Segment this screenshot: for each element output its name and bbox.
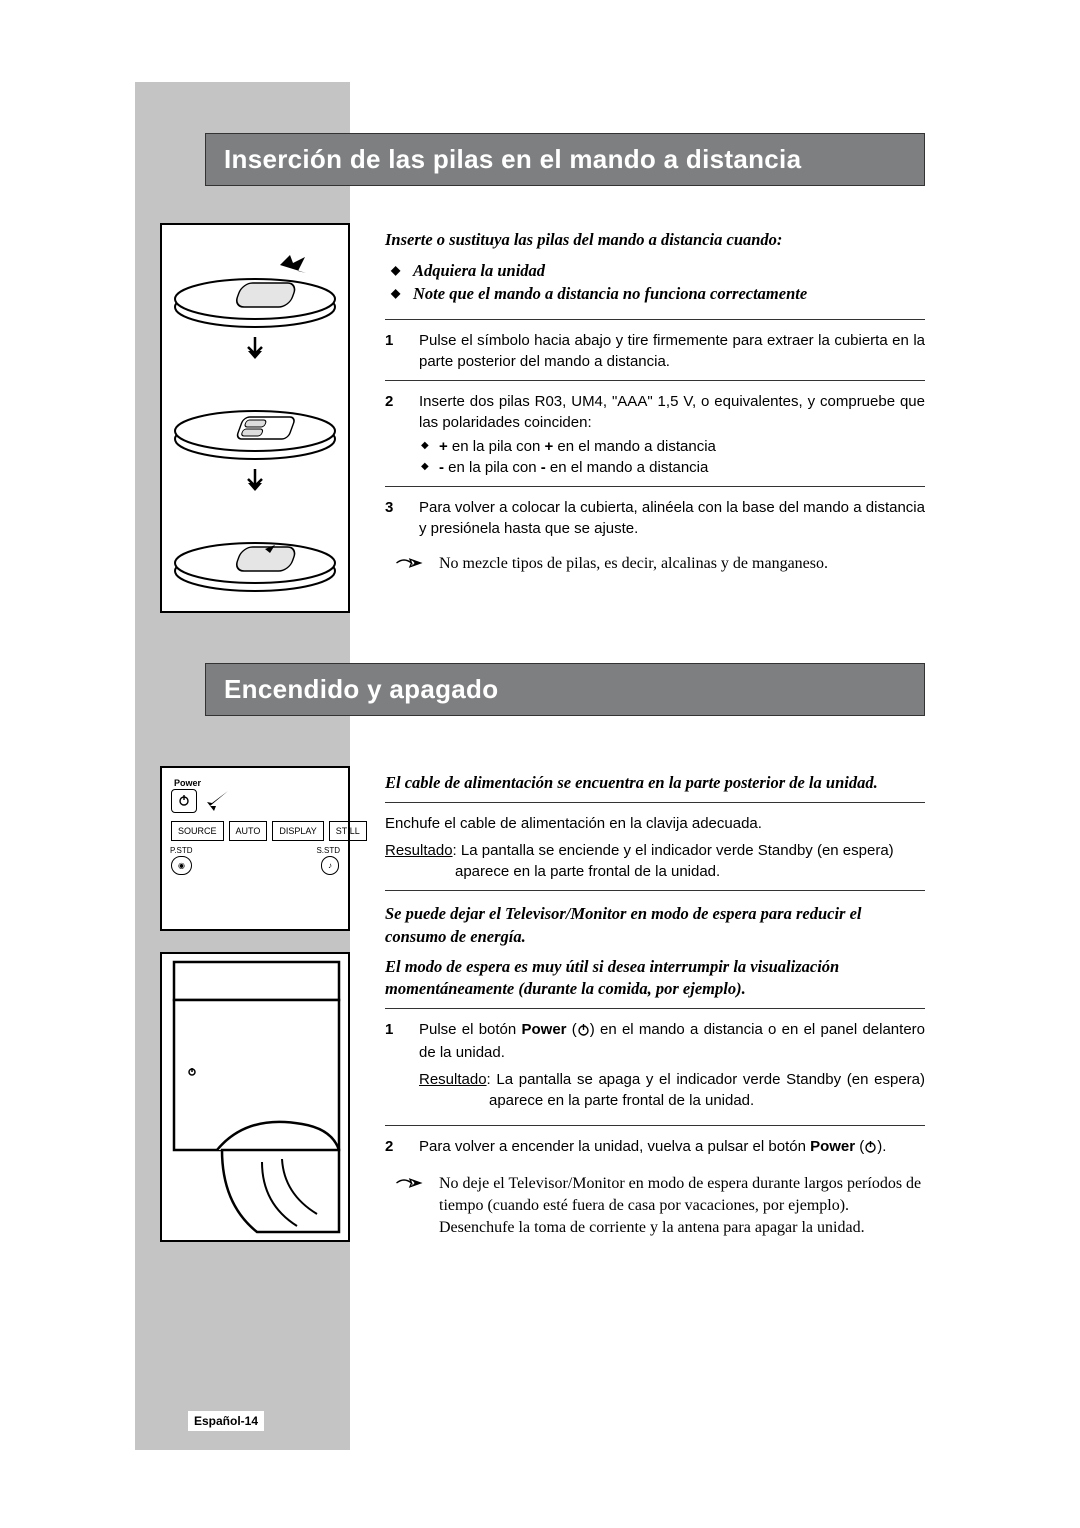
note-arrow-icon <box>395 1173 425 1198</box>
section2-intro2b: El modo de espera es muy útil si desea i… <box>385 956 925 1001</box>
panel-button: STILL <box>329 821 367 841</box>
result-label: Resultado <box>385 842 453 859</box>
remote-step3-icon <box>170 499 340 595</box>
panel-button: AUTO <box>229 821 268 841</box>
step-text: Para volver a encender la unidad, vuelva… <box>419 1136 925 1159</box>
step-row: 3 Para volver a colocar la cubierta, ali… <box>385 497 925 539</box>
step-number: 3 <box>385 497 401 539</box>
step-text: Para volver a colocar la cubierta, aliné… <box>419 497 925 539</box>
panel-label: S.STD <box>316 846 340 855</box>
section2-content: El cable de alimentación se encuentra en… <box>385 772 925 1238</box>
power-word: Power <box>810 1138 855 1155</box>
section2-intro2a: Se puede dejar el Televisor/Monitor en m… <box>385 903 925 948</box>
power-word: Power <box>522 1021 567 1038</box>
illustration-remote-panel: Power SOURCE AUTO DISPLAY STILL P.STD ◉ <box>160 766 350 931</box>
panel-button: ◉ <box>171 856 192 875</box>
polarity-bullet: - en la pila con - en el mando a distanc… <box>439 457 925 478</box>
polarity-bullet: + en la pila con + en el mando a distanc… <box>439 436 925 457</box>
section1-content: Inserte o sustituya las pilas del mando … <box>385 229 925 578</box>
step-number: 2 <box>385 391 401 478</box>
step-row: 1 Pulse el símbolo hacia abajo y tire fi… <box>385 330 925 372</box>
panel-button: DISPLAY <box>272 821 323 841</box>
step-number: 2 <box>385 1136 401 1159</box>
divider <box>385 890 925 891</box>
section-header-batteries: Inserción de las pilas en el mando a dis… <box>205 133 925 186</box>
note-arrow-icon <box>395 553 425 578</box>
manual-page: Inserción de las pilas en el mando a dis… <box>0 0 1080 1528</box>
step-text-pre: Para volver a encender la unidad, vuelva… <box>419 1138 810 1155</box>
note-row: No deje el Televisor/Monitor en modo de … <box>385 1173 925 1238</box>
arrow-down-icon <box>244 337 266 361</box>
section2-intro1: El cable de alimentación se encuentra en… <box>385 772 925 794</box>
power-icon <box>178 794 190 806</box>
note-row: No mezcle tipos de pilas, es decir, alca… <box>385 553 925 578</box>
result-label: Resultado <box>419 1071 487 1088</box>
result-text: : La pantalla se enciende y el indicador… <box>453 842 894 880</box>
note-text: No deje el Televisor/Monitor en modo de … <box>439 1173 925 1238</box>
note-text: No mezcle tipos de pilas, es decir, alca… <box>439 553 925 575</box>
plug-result: Resultado: La pantalla se enciende y el … <box>385 840 925 882</box>
divider <box>385 1008 925 1009</box>
section-header-power: Encendido y apagado <box>205 663 925 716</box>
divider <box>385 802 925 803</box>
remote-step2-icon <box>170 367 340 463</box>
divider <box>385 1125 925 1126</box>
step-number: 1 <box>385 330 401 372</box>
step-text: Pulse el botón Power () en el mando a di… <box>419 1019 925 1117</box>
step-number: 1 <box>385 1019 401 1117</box>
divider <box>385 486 925 487</box>
step-text-pre: Pulse el botón <box>419 1021 522 1038</box>
section1-intro-bullets: Adquiera la unidad Note que el mando a d… <box>385 259 925 305</box>
section1-intro: Inserte o sustituya las pilas del mando … <box>385 229 925 251</box>
step2-text: Inserte dos pilas R03, UM4, "AAA" 1,5 V,… <box>419 393 925 431</box>
tv-corner-icon <box>162 954 348 1240</box>
press-arrow-icon <box>204 788 234 814</box>
step-row: 2 Inserte dos pilas R03, UM4, "AAA" 1,5 … <box>385 391 925 478</box>
divider <box>385 380 925 381</box>
panel-button: SOURCE <box>171 821 224 841</box>
page-number: Español-14 <box>188 1411 264 1431</box>
arrow-down-icon <box>244 469 266 493</box>
power-icon <box>577 1021 590 1042</box>
remote-step1-icon <box>170 235 340 331</box>
plug-line: Enchufe el cable de alimentación en la c… <box>385 813 925 834</box>
step-row: 1 Pulse el botón Power () en el mando a … <box>385 1019 925 1117</box>
panel-button: ♪ <box>321 856 339 875</box>
illustration-remote-batteries <box>160 223 350 613</box>
panel-label: P.STD <box>170 846 193 855</box>
step-row: 2 Para volver a encender la unidad, vuel… <box>385 1136 925 1159</box>
step-text: Inserte dos pilas R03, UM4, "AAA" 1,5 V,… <box>419 391 925 478</box>
power-icon <box>864 1138 877 1159</box>
intro-bullet: Note que el mando a distancia no funcion… <box>413 282 925 305</box>
panel-power-label: Power <box>174 778 340 788</box>
illustration-tv-corner <box>160 952 350 1242</box>
divider <box>385 319 925 320</box>
step-text: Pulse el símbolo hacia abajo y tire firm… <box>419 330 925 372</box>
result-text: : La pantalla se apaga y el indicador ve… <box>487 1071 925 1109</box>
intro-bullet: Adquiera la unidad <box>413 259 925 282</box>
